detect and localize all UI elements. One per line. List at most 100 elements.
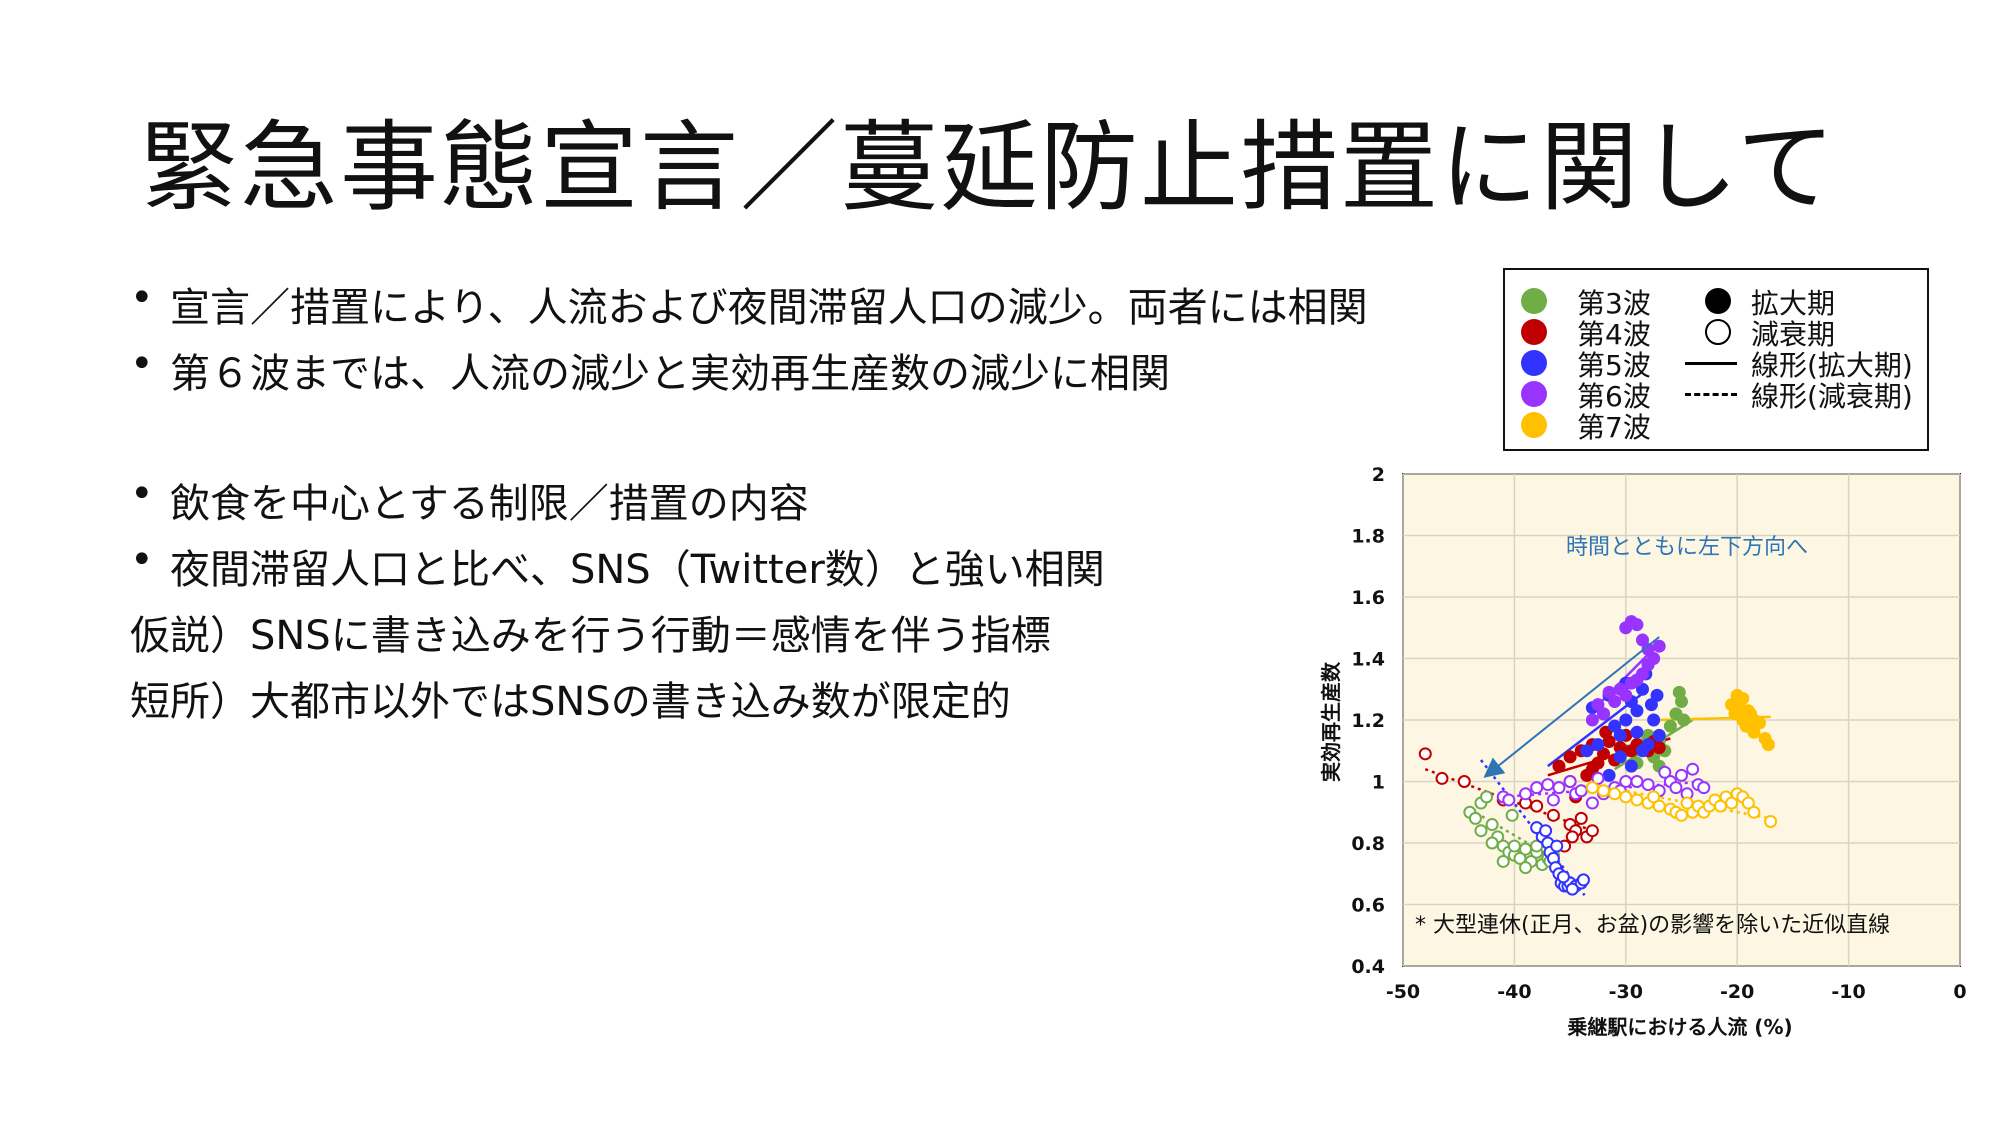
data-point-decay [1565,830,1579,844]
data-point-decay [1563,775,1577,788]
data-point-decay [1591,771,1605,785]
wave7-dot-icon [1521,412,1547,438]
data-point-decay [1539,824,1553,838]
bullet-item: 宣言／措置により、人流および夜間滞留人口の減少。両者には相関 [130,275,1368,333]
data-point-decay [1519,861,1533,875]
data-point-decay [1474,824,1488,838]
data-point-growth [1652,639,1666,653]
open-circle-icon [1705,319,1731,345]
bullet-item: 飲食を中心とする制限／措置の内容 [130,471,809,529]
data-point-growth [1602,768,1616,782]
legend-wave5-label: 第5波 [1577,349,1651,382]
fit-line-decay [1424,768,1593,832]
data-point-growth [1619,713,1633,727]
data-points [1418,615,1778,896]
data-point-decay [1630,775,1644,788]
filled-circle-icon [1705,288,1731,314]
data-point-decay [1480,790,1494,804]
data-point-decay [1541,778,1555,792]
chart-legend: 第3波 第4波 第5波 第6波 第7波 拡大期 減衰期 線形(拡大期) 線形(減… [1503,268,1929,451]
data-point-decay [1574,811,1588,825]
data-point-decay [1546,793,1560,807]
wave3-dot-icon [1521,288,1547,314]
axis-ticks: -50 -40 -30 -20 -10 0 0.4 0.6 0.8 1 1.2 1.4 1.6 1.8 2 [1351,464,1966,1003]
data-point-decay [1550,839,1564,853]
y-tick-label: 1.6 [1351,587,1385,609]
bullet-item: 夜間滞留人口と比べ、SNS（Twitter数）と強い相関 [130,537,1105,595]
data-point-decay [1686,762,1700,776]
legend-wave7-label: 第7波 [1577,411,1651,444]
data-point-decay [1619,790,1633,804]
data-point-growth [1641,738,1655,752]
data-point-decay [1597,784,1611,798]
data-point-decay [1647,790,1661,804]
data-point-growth [1630,725,1644,739]
data-point-decay [1675,808,1688,822]
data-point-growth [1652,741,1666,755]
x-axis-label: 乗継駅における人流 (%) [1567,1015,1792,1039]
data-point-growth [1630,618,1644,632]
data-point-decay [1457,775,1471,788]
slide-title: 緊急事態宣言／蔓延防止措置に関して [140,111,1838,225]
data-point-growth [1672,685,1686,699]
data-point-decay [1585,781,1599,795]
y-tick-label: 0.6 [1351,895,1385,917]
data-point-decay [1496,854,1510,868]
x-tick-label: -50 [1386,981,1420,1003]
legend-growth-fit-label: 線形(拡大期) [1751,349,1913,382]
data-point-decay [1565,882,1579,896]
data-point-growth [1761,738,1775,752]
data-point-decay [1507,839,1521,853]
data-point-decay [1725,796,1739,810]
y-axis-label: 実効再生産数 [1319,661,1343,782]
text-line-drawback: 短所）大都市以外ではSNSの書き込み数が限定的 [130,679,1011,725]
x-tick-label: -40 [1497,981,1531,1003]
data-point-decay [1641,778,1655,792]
x-tick-label: 0 [1953,981,1966,1003]
data-point-decay [1741,796,1755,810]
y-tick-label: 0.4 [1351,956,1385,978]
data-point-growth [1602,685,1616,699]
data-point-decay [1747,805,1761,819]
data-point-growth [1630,673,1644,687]
wave5-dot-icon [1521,350,1547,376]
legend-wave3-label: 第3波 [1577,287,1651,320]
dashed-line-icon [1685,393,1737,396]
data-point-decay [1630,793,1644,807]
data-point-decay [1669,781,1683,795]
legend-growth-label: 拡大期 [1751,287,1836,320]
data-point-decay [1680,796,1694,810]
data-point-growth [1613,741,1627,755]
data-point-growth [1580,744,1594,758]
legend-decay-fit-label: 線形(減衰期) [1751,380,1913,413]
x-tick-label: -30 [1609,981,1643,1003]
solid-line-icon [1685,362,1737,365]
y-tick-label: 1.8 [1351,526,1385,548]
data-point-decay [1552,781,1566,795]
legend-wave6-label: 第6波 [1577,380,1651,413]
data-point-decay [1519,842,1533,856]
data-point-growth [1613,728,1627,742]
data-point-decay [1576,873,1590,887]
chart-footnote: * 大型連休(正月、お盆)の影響を除いた近似直線 [1415,913,1890,938]
chart-annotations: 時間とともに左下方向へ * 大型連休(正月、お盆)の影響を除いた近似直線 [1415,535,1890,938]
data-point-decay [1608,787,1622,801]
data-point-growth [1630,704,1644,718]
data-point-growth [1591,698,1605,712]
data-point-decay [1418,747,1432,761]
data-point-decay [1574,784,1588,798]
data-point-growth [1613,682,1627,696]
data-point-decay [1530,781,1544,795]
data-point-growth [1652,728,1666,742]
data-point-decay [1435,771,1449,785]
data-point-decay [1468,811,1482,825]
data-point-growth [1650,688,1664,702]
data-point-growth [1624,759,1638,773]
bullet-item: 第６波までは、人流の減少と実効再生産数の減少に相関 [130,341,1170,399]
data-point-decay [1675,768,1688,782]
data-point-growth [1647,713,1661,727]
text-line-hypothesis: 仮説）SNSに書き込みを行う行動＝感情を伴う指標 [130,613,1051,659]
data-point-growth [1663,719,1677,733]
data-point-decay [1485,818,1499,832]
